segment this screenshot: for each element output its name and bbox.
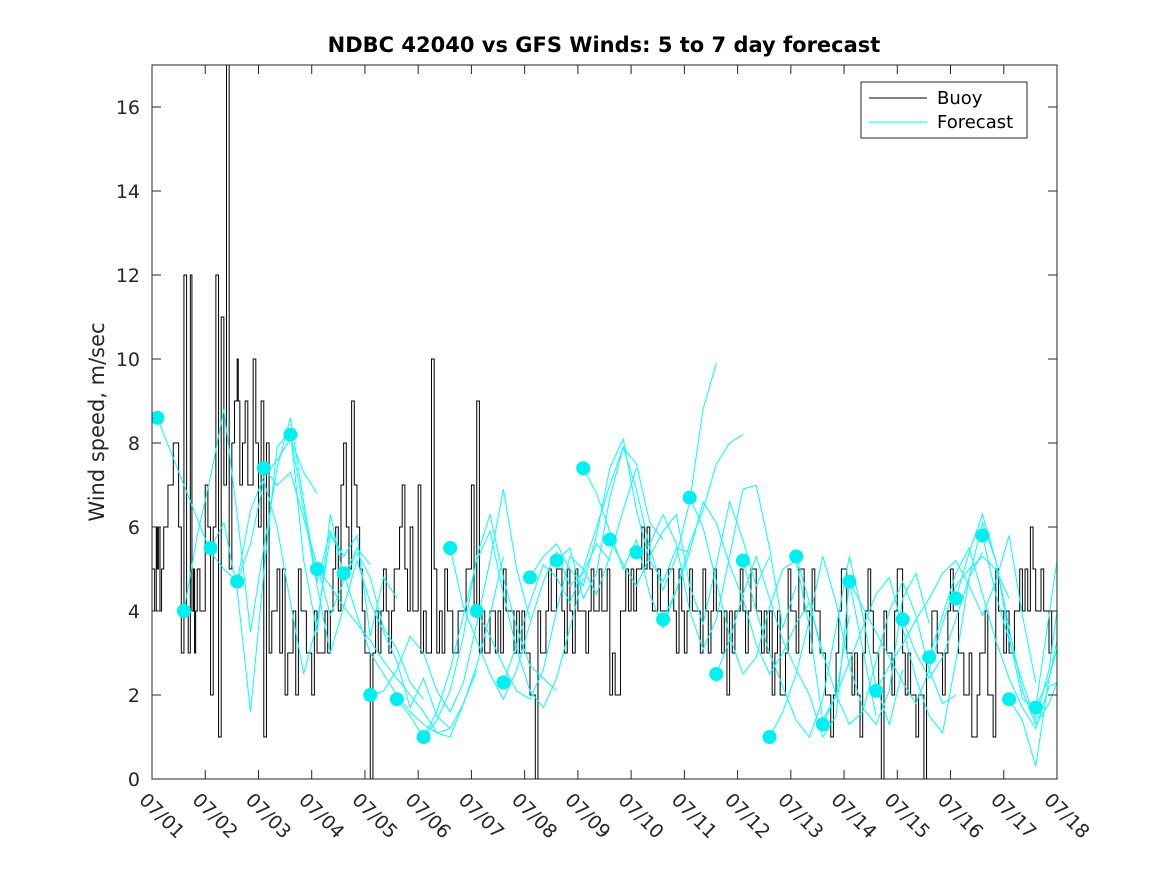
- forecast-run-line-1: [183, 409, 345, 633]
- forecast-marker-21: [709, 667, 724, 681]
- buoy-series-line: [152, 65, 1057, 779]
- forecast-marker-9: [389, 692, 404, 707]
- forecast-run-line-17: [609, 499, 770, 626]
- forecast-run-line-29: [928, 546, 1057, 730]
- legend-box: [860, 81, 1028, 139]
- forecast-marker-3: [230, 574, 245, 589]
- forecast-run-line-3: [236, 480, 398, 675]
- plot-area-frame: [151, 64, 1058, 780]
- forecast-run-line-10: [423, 529, 584, 738]
- forecast-marker-31: [975, 528, 990, 543]
- forecast-marker-12: [469, 604, 484, 618]
- chart-title: NDBC 42040 vs GFS Winds: 5 to 7 day fore…: [328, 33, 881, 57]
- forecast-run-line-16: [582, 434, 744, 630]
- legend-label-buoy: Buoy: [937, 88, 983, 109]
- y-tick-label-14: 14: [116, 181, 140, 203]
- y-axis-label: Wind speed, m/sec: [85, 322, 109, 521]
- y-tick-label-4: 4: [128, 601, 140, 623]
- forecast-marker-4: [256, 461, 271, 476]
- forecast-run-line-26: [848, 555, 1010, 705]
- y-tick-label-8: 8: [128, 433, 140, 455]
- forecast-run-line-4: [263, 467, 424, 700]
- forecast-marker-30: [948, 591, 963, 606]
- forecast-marker-26: [842, 574, 857, 589]
- forecast-marker-11: [443, 541, 458, 555]
- forecast-marker-18: [629, 545, 644, 560]
- y-tick-label-10: 10: [116, 349, 140, 371]
- forecast-marker-24: [789, 549, 804, 564]
- forecast-run-line-18: [636, 484, 797, 651]
- forecast-run-line-31: [981, 535, 1057, 722]
- forecast-run-line-23: [769, 556, 930, 738]
- forecast-marker-6: [310, 562, 325, 576]
- forecast-marker-20: [682, 490, 697, 505]
- forecast-run-line-8: [370, 489, 531, 713]
- forecast-run-line-7: [343, 556, 504, 734]
- forecast-marker-32: [1002, 692, 1017, 707]
- forecast-marker-7: [336, 566, 351, 581]
- forecast-run-line-33: [1035, 560, 1057, 708]
- forecast-run-line-5: [289, 434, 451, 729]
- forecast-marker-13: [496, 675, 511, 690]
- forecast-marker-22: [735, 553, 750, 568]
- forecast-marker-16: [576, 461, 591, 476]
- forecast-run-line-27: [875, 535, 1037, 692]
- forecast-marker-17: [602, 532, 617, 547]
- y-tick-label-12: 12: [116, 265, 140, 287]
- forecast-marker-5: [283, 427, 298, 442]
- forecast-marker-19: [656, 612, 671, 627]
- y-tick-label-16: 16: [116, 97, 140, 119]
- forecast-run-line-19: [662, 500, 824, 676]
- forecast-run-line-25: [822, 551, 983, 734]
- forecast-run-line-12: [476, 468, 637, 700]
- forecast-marker-28: [895, 612, 910, 627]
- forecast-run-line-13: [502, 446, 664, 683]
- forecast-marker-27: [869, 683, 883, 698]
- forecast-run-line-11: [449, 542, 611, 701]
- forecast-run-line-6: [316, 568, 478, 738]
- forecast-marker-23: [762, 730, 777, 744]
- legend-label-forecast: Forecast: [937, 112, 1013, 133]
- forecast-marker-0: [152, 410, 165, 425]
- forecast-marker-25: [815, 717, 830, 732]
- y-tick-label-0: 0: [128, 769, 140, 791]
- forecast-marker-1: [176, 604, 191, 618]
- y-tick-label-6: 6: [128, 517, 140, 539]
- y-tick-label-2: 2: [128, 685, 140, 707]
- forecast-marker-2: [203, 541, 218, 555]
- forecast-marker-8: [363, 688, 378, 702]
- legend: Buoy Forecast: [860, 81, 1028, 139]
- forecast-run-line-14: [529, 437, 690, 587]
- forecast-marker-33: [1028, 700, 1043, 715]
- forecast-marker-15: [549, 553, 564, 568]
- forecast-run-line-32: [1008, 640, 1057, 767]
- forecast-marker-10: [416, 730, 431, 744]
- forecast-marker-29: [922, 650, 937, 665]
- forecast-marker-14: [522, 570, 537, 585]
